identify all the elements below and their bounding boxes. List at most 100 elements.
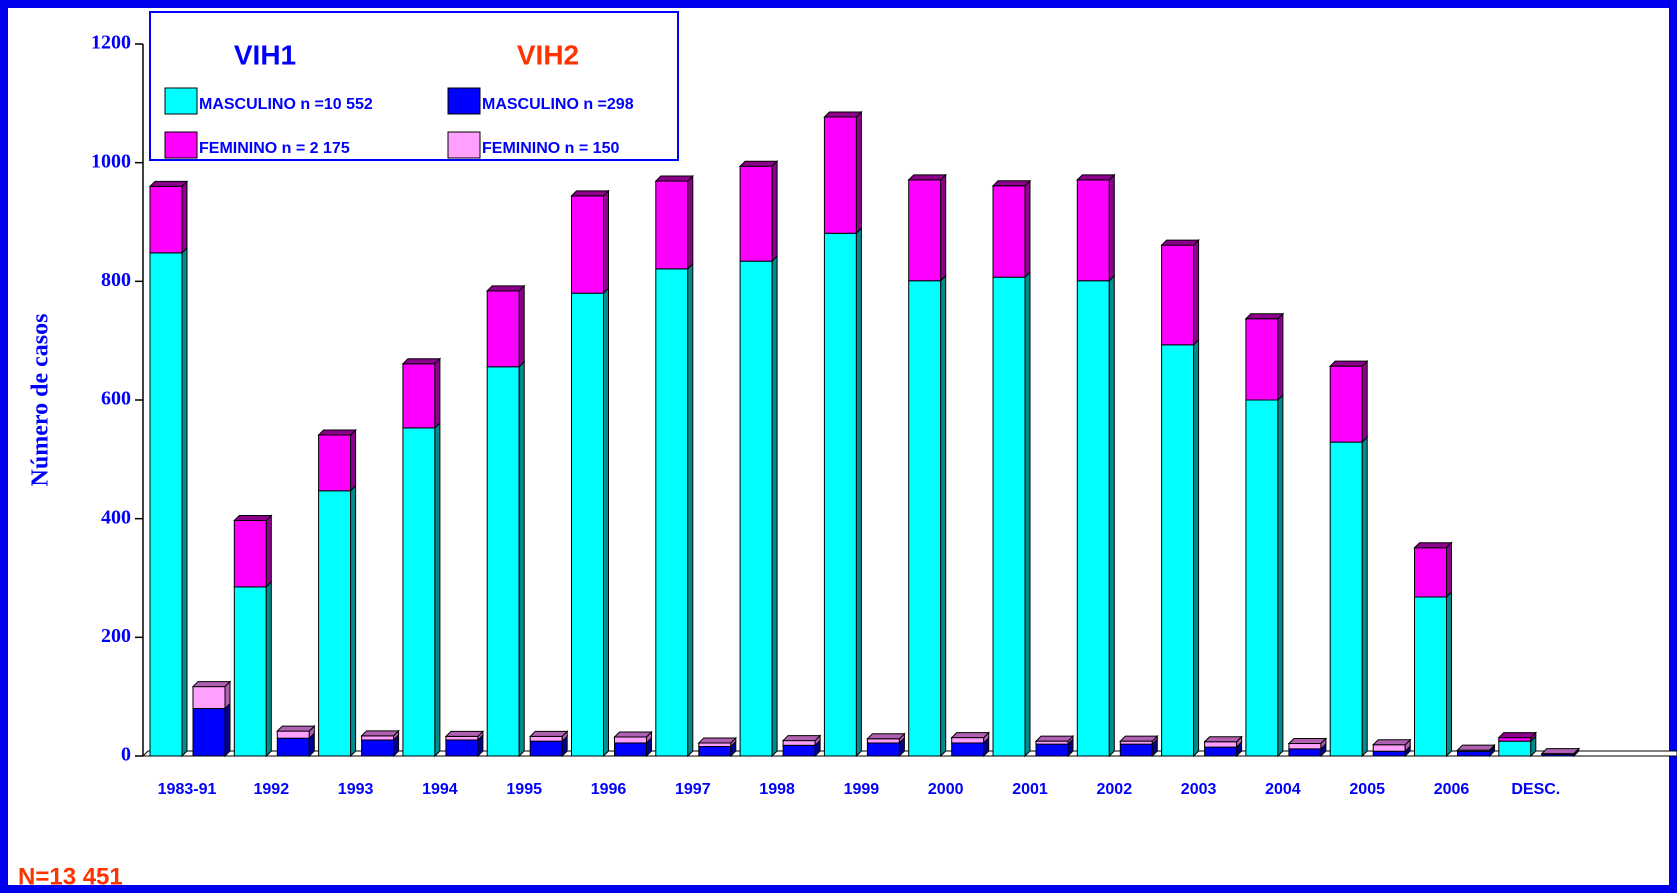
bar bbox=[614, 736, 647, 744]
bar bbox=[1245, 399, 1279, 757]
legend-label: FEMININO n = 2 175 bbox=[199, 140, 350, 157]
y-tick-label: 400 bbox=[101, 506, 131, 528]
bar-side bbox=[265, 580, 272, 758]
bar bbox=[992, 276, 1026, 757]
bar-top bbox=[1497, 732, 1538, 739]
bar bbox=[698, 746, 732, 757]
bar-top bbox=[233, 514, 273, 521]
bar bbox=[655, 268, 689, 757]
bar bbox=[739, 165, 773, 262]
bar-top bbox=[360, 730, 400, 737]
bar bbox=[866, 742, 900, 757]
legend-swatch bbox=[447, 131, 481, 159]
bar bbox=[823, 116, 857, 234]
x-tick-label: 1993 bbox=[338, 781, 374, 798]
bar-side bbox=[855, 110, 862, 235]
bar-top bbox=[991, 180, 1032, 187]
bar-side bbox=[1446, 590, 1452, 758]
bar bbox=[149, 185, 183, 254]
bar-side bbox=[265, 514, 272, 589]
bar-top bbox=[148, 180, 189, 187]
bar-side bbox=[771, 254, 778, 758]
bar bbox=[951, 737, 985, 744]
bar bbox=[992, 185, 1026, 278]
bar bbox=[1372, 750, 1406, 757]
bar bbox=[655, 180, 689, 270]
bar-side bbox=[687, 174, 694, 271]
bar-top bbox=[444, 730, 485, 737]
bar-top bbox=[697, 737, 738, 744]
bar bbox=[233, 586, 267, 757]
bar-side bbox=[434, 357, 441, 430]
bar-side bbox=[181, 246, 188, 758]
bar-side bbox=[1361, 359, 1368, 444]
bar-top bbox=[613, 731, 653, 738]
bar bbox=[951, 742, 985, 757]
bar bbox=[1161, 344, 1195, 757]
bar-top bbox=[485, 285, 526, 292]
bar bbox=[1204, 746, 1238, 757]
bar-side bbox=[350, 484, 357, 758]
bar-top bbox=[1160, 239, 1200, 246]
bar-top bbox=[1371, 739, 1412, 746]
x-tick-label: 2005 bbox=[1349, 781, 1385, 798]
y-tick-label: 200 bbox=[101, 625, 131, 647]
bar-top bbox=[1034, 735, 1075, 742]
bar bbox=[1498, 737, 1532, 742]
bar-side bbox=[518, 360, 525, 758]
bar-top bbox=[317, 429, 357, 436]
bar-side bbox=[1277, 312, 1284, 402]
bar bbox=[782, 744, 816, 757]
legend-box bbox=[149, 11, 679, 161]
bar bbox=[192, 708, 226, 757]
bar bbox=[1204, 741, 1238, 748]
bar bbox=[361, 735, 395, 741]
bar-side bbox=[1446, 541, 1452, 599]
bar-side bbox=[771, 160, 778, 263]
bar-side bbox=[1361, 435, 1368, 758]
legend-swatch bbox=[164, 131, 198, 159]
bar-top bbox=[866, 733, 906, 740]
bar-top bbox=[950, 732, 990, 739]
legend-label: MASCULINO n =298 bbox=[482, 96, 634, 113]
x-tick-label: 2004 bbox=[1265, 781, 1301, 798]
bar bbox=[1457, 750, 1490, 757]
bar-top bbox=[1456, 744, 1496, 751]
bar-side bbox=[518, 284, 525, 368]
bar-top bbox=[1119, 735, 1159, 742]
bar bbox=[318, 490, 352, 757]
x-tick-label: 2002 bbox=[1097, 781, 1133, 798]
bar bbox=[276, 737, 310, 757]
bar-side bbox=[350, 428, 357, 492]
x-tick-label: DESC. bbox=[1511, 781, 1560, 798]
bar bbox=[866, 738, 900, 744]
bar bbox=[739, 260, 773, 757]
bar bbox=[782, 740, 816, 746]
bar bbox=[445, 739, 479, 757]
y-tick-label: 600 bbox=[101, 388, 131, 410]
bar-side bbox=[1024, 179, 1031, 279]
y-tick-label: 1200 bbox=[91, 32, 131, 54]
bar-side bbox=[1193, 238, 1200, 347]
bar-top bbox=[191, 681, 232, 688]
bar-top bbox=[1287, 738, 1328, 745]
bar bbox=[1288, 748, 1322, 757]
y-tick-label: 1000 bbox=[91, 150, 131, 172]
bar bbox=[1076, 280, 1110, 757]
bar bbox=[276, 730, 310, 739]
y-tick-label: 0 bbox=[121, 744, 131, 766]
bar bbox=[361, 739, 395, 757]
bar-side bbox=[1193, 338, 1200, 758]
x-tick-label: 2000 bbox=[928, 781, 964, 798]
x-tick-label: 1995 bbox=[506, 781, 542, 798]
bar bbox=[908, 179, 942, 282]
bar bbox=[149, 252, 183, 757]
bar-side bbox=[603, 286, 609, 758]
bar bbox=[1329, 365, 1363, 443]
bar bbox=[1329, 441, 1363, 757]
bar bbox=[614, 742, 647, 757]
bar bbox=[486, 366, 520, 757]
x-tick-label: 1999 bbox=[844, 781, 880, 798]
legend-swatch bbox=[164, 87, 198, 115]
